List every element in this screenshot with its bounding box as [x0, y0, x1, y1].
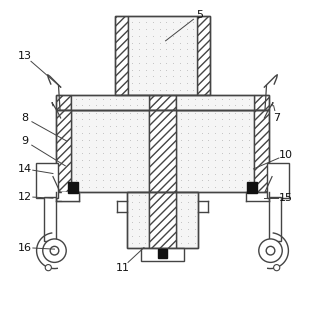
Text: 13: 13: [18, 51, 32, 61]
Bar: [56, 110, 269, 192]
Text: 5: 5: [196, 10, 203, 20]
Text: 16: 16: [18, 243, 32, 253]
Bar: [267, 163, 289, 198]
Text: 10: 10: [279, 150, 293, 160]
Bar: [56, 192, 79, 201]
Bar: [62, 192, 79, 201]
Bar: [128, 16, 197, 95]
Bar: [71, 95, 149, 110]
Circle shape: [43, 239, 66, 262]
Bar: [56, 110, 71, 192]
Circle shape: [45, 264, 51, 271]
Circle shape: [50, 246, 59, 255]
Bar: [149, 110, 176, 192]
Circle shape: [266, 246, 275, 255]
Circle shape: [259, 239, 282, 262]
Bar: [127, 192, 149, 248]
Text: 11: 11: [115, 263, 129, 272]
Bar: [115, 16, 210, 95]
Text: 8: 8: [21, 113, 29, 123]
Bar: [176, 110, 254, 192]
Bar: [149, 192, 176, 248]
Text: 12: 12: [18, 192, 32, 202]
Bar: [254, 110, 269, 192]
Bar: [44, 197, 56, 241]
Bar: [141, 248, 184, 261]
Bar: [176, 192, 198, 248]
Text: 9: 9: [21, 136, 29, 146]
Bar: [247, 182, 257, 193]
Circle shape: [274, 264, 280, 271]
Bar: [56, 95, 71, 110]
Bar: [127, 192, 198, 248]
Bar: [71, 110, 149, 192]
Bar: [149, 95, 176, 110]
Text: 7: 7: [273, 113, 280, 123]
Bar: [115, 16, 128, 95]
Bar: [269, 197, 281, 241]
Bar: [197, 16, 210, 95]
Bar: [176, 95, 254, 110]
Text: 15: 15: [279, 193, 293, 203]
Text: 14: 14: [18, 164, 32, 174]
Bar: [56, 95, 269, 110]
Bar: [158, 249, 167, 259]
Bar: [254, 95, 269, 110]
Bar: [36, 163, 58, 198]
Bar: [68, 182, 78, 193]
